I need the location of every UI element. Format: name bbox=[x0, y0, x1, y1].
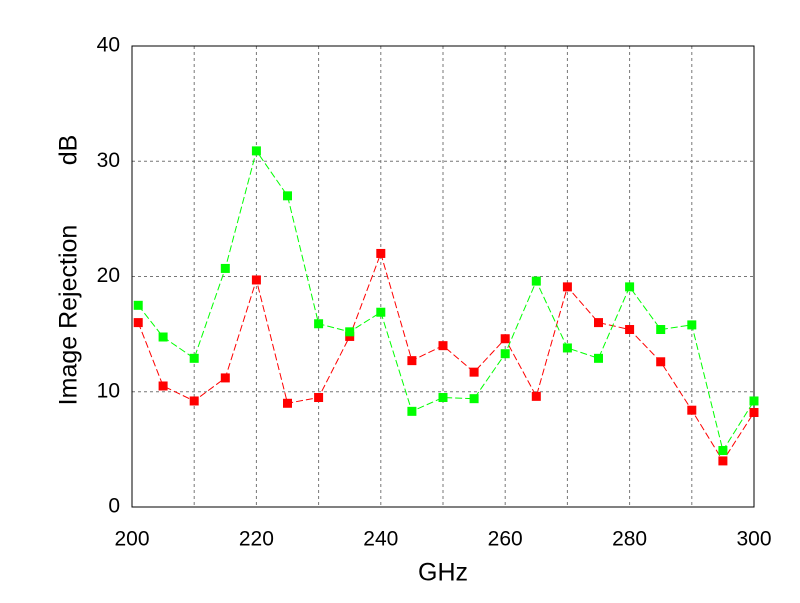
data-point bbox=[438, 341, 448, 351]
data-point bbox=[625, 282, 635, 292]
y-tick-label: 20 bbox=[97, 264, 120, 287]
data-point bbox=[656, 325, 666, 335]
data-point bbox=[345, 331, 355, 341]
data-point bbox=[625, 325, 635, 335]
data-point bbox=[376, 307, 386, 317]
data-point bbox=[687, 405, 697, 415]
data-point bbox=[283, 191, 292, 201]
data-point bbox=[251, 146, 261, 156]
x-tick-label: 260 bbox=[488, 528, 523, 551]
data-point bbox=[220, 373, 230, 383]
data-point bbox=[407, 356, 417, 366]
data-point bbox=[718, 446, 728, 456]
data-point bbox=[314, 393, 324, 403]
data-point bbox=[251, 275, 261, 285]
data-point bbox=[749, 396, 759, 406]
x-tick-label: 240 bbox=[363, 528, 398, 551]
x-tick-label: 300 bbox=[736, 528, 771, 551]
y-axis-unit: dB bbox=[55, 135, 83, 166]
data-point bbox=[345, 327, 355, 337]
data-point bbox=[562, 282, 572, 292]
data-point bbox=[718, 456, 728, 466]
data-point bbox=[749, 407, 759, 417]
data-point bbox=[189, 353, 199, 363]
series-line bbox=[137, 149, 755, 452]
y-tick-label: 10 bbox=[97, 379, 120, 402]
data-point bbox=[133, 300, 143, 310]
data-point bbox=[158, 381, 168, 391]
data-point bbox=[687, 320, 697, 330]
data-point bbox=[407, 406, 417, 416]
data-point bbox=[133, 318, 143, 328]
y-tick-label: 30 bbox=[97, 149, 120, 172]
data-point bbox=[594, 353, 603, 363]
data-point bbox=[469, 394, 479, 404]
data-point bbox=[469, 367, 479, 377]
data-point bbox=[594, 318, 603, 328]
data-point bbox=[562, 343, 572, 353]
x-tick-label: 200 bbox=[114, 528, 149, 551]
data-point bbox=[283, 398, 292, 408]
data-point bbox=[531, 391, 541, 401]
data-point bbox=[656, 357, 666, 367]
data-point bbox=[376, 248, 386, 258]
data-point bbox=[189, 396, 199, 406]
plot-frame bbox=[131, 45, 755, 508]
data-point bbox=[438, 393, 448, 403]
x-tick-label: 280 bbox=[612, 528, 647, 551]
y-tick-label: 40 bbox=[97, 34, 120, 57]
data-point bbox=[158, 332, 168, 342]
data-point bbox=[500, 349, 510, 359]
data-point bbox=[531, 276, 541, 286]
y-axis-label: Image Rejection bbox=[55, 225, 83, 406]
x-tick-label: 220 bbox=[239, 528, 274, 551]
data-point bbox=[500, 334, 510, 344]
y-tick-label: 0 bbox=[108, 495, 120, 518]
data-point bbox=[220, 263, 230, 273]
data-point bbox=[314, 319, 324, 329]
x-axis-label: GHz bbox=[418, 559, 468, 587]
